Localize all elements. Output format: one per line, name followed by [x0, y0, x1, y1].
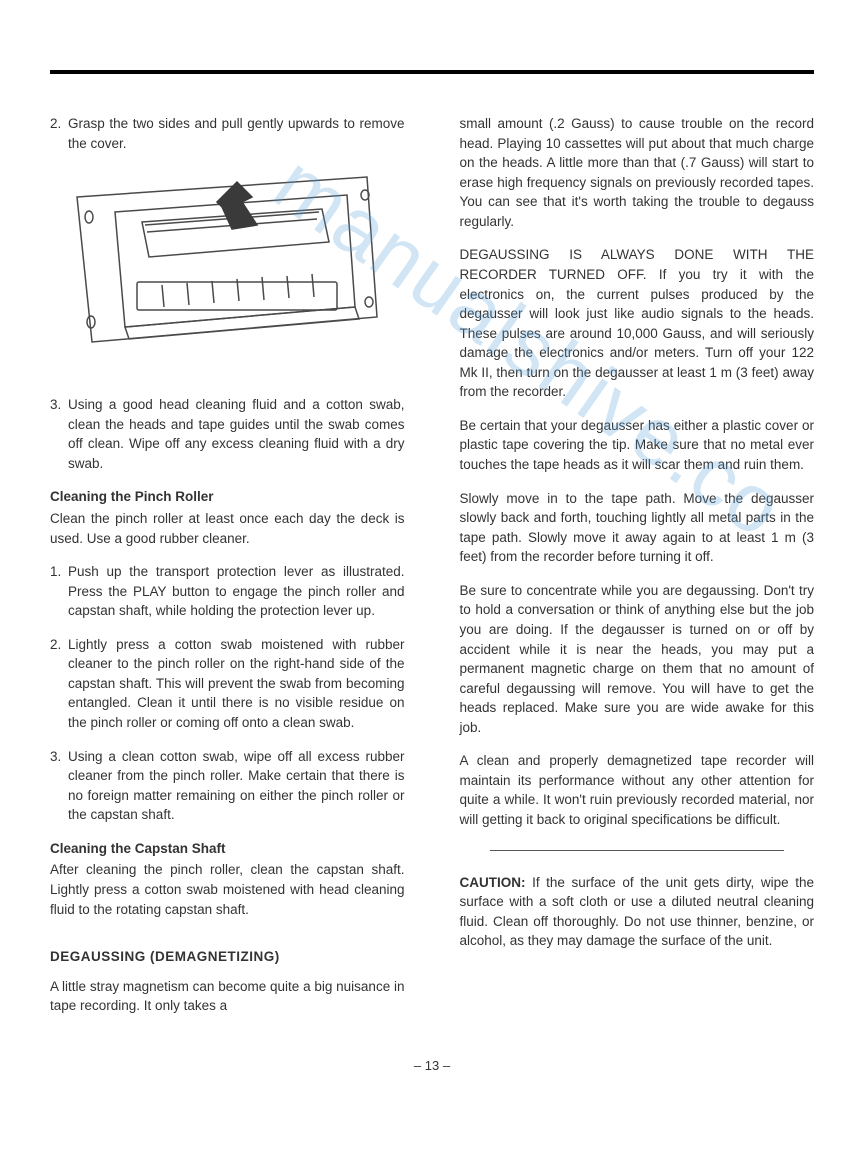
two-column-layout: 2. Grasp the two sides and pull gently u…: [50, 114, 814, 1030]
degaussing-heading: DEGAUSSING (DEMAGNETIZING): [50, 947, 405, 967]
left-column: 2. Grasp the two sides and pull gently u…: [50, 114, 405, 1030]
right-column: small amount (.2 Gauss) to cause trouble…: [460, 114, 815, 1030]
degauss-summary: A clean and properly demagnetized tape r…: [460, 751, 815, 829]
caution-divider: [490, 850, 785, 851]
step-text: Using a clean cotton swab, wipe off all …: [68, 747, 405, 825]
pinch-step-3: 3. Using a clean cotton swab, wipe off a…: [50, 747, 405, 825]
degauss-plastic-tip: Be certain that your degausser has eithe…: [460, 416, 815, 475]
step-text: Grasp the two sides and pull gently upwa…: [68, 114, 405, 153]
pinch-roller-intro: Clean the pinch roller at least once eac…: [50, 509, 405, 548]
degauss-procedure: Slowly move in to the tape path. Move th…: [460, 489, 815, 567]
pinch-step-1: 1. Push up the transport protection leve…: [50, 562, 405, 621]
pinch-roller-heading: Cleaning the Pinch Roller: [50, 487, 405, 507]
step-text: Lightly press a cotton swab moistened wi…: [68, 635, 405, 733]
step-text: Using a good head cleaning fluid and a c…: [68, 395, 405, 473]
cassette-deck-illustration: [50, 167, 405, 367]
manual-page: manualshive.co 2. Grasp the two sides an…: [0, 0, 864, 1170]
caution-label: CAUTION:: [460, 875, 526, 890]
degauss-concentrate: Be sure to concentrate while you are deg…: [460, 581, 815, 738]
degauss-off-warning: DEGAUSSING IS ALWAYS DONE WITH THE RECOR…: [460, 245, 815, 402]
step-number: 3.: [50, 395, 68, 473]
degaussing-intro: A little stray magnetism can become quit…: [50, 977, 405, 1016]
step-number: 2.: [50, 635, 68, 733]
step-2: 2. Grasp the two sides and pull gently u…: [50, 114, 405, 153]
step-number: 1.: [50, 562, 68, 621]
step-number: 3.: [50, 747, 68, 825]
degauss-continuation: small amount (.2 Gauss) to cause trouble…: [460, 114, 815, 231]
page-number: – 13 –: [50, 1058, 814, 1073]
capstan-text: After cleaning the pinch roller, clean t…: [50, 860, 405, 919]
step-number: 2.: [50, 114, 68, 153]
pinch-step-2: 2. Lightly press a cotton swab moistened…: [50, 635, 405, 733]
top-horizontal-rule: [50, 70, 814, 74]
caution-block: CAUTION: If the surface of the unit gets…: [460, 873, 815, 951]
step-text: Push up the transport protection lever a…: [68, 562, 405, 621]
capstan-heading: Cleaning the Capstan Shaft: [50, 839, 405, 859]
step-3: 3. Using a good head cleaning fluid and …: [50, 395, 405, 473]
